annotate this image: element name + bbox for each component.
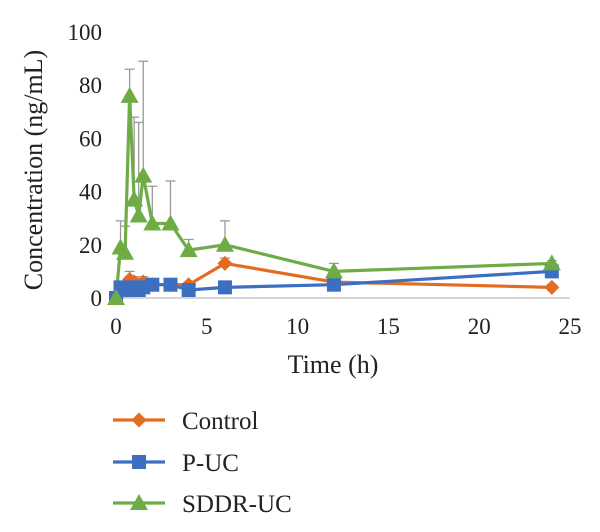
y-tick-label: 0 [91,286,103,311]
y-tick-labels: 0 20 40 60 80 100 [68,20,103,311]
sddr-uc-point [542,254,561,271]
sddr-uc-point [107,289,125,305]
legend-label: Control [182,408,258,435]
sddr-uc-point [125,190,144,207]
p-uc-point [181,283,196,298]
x-tick-labels: 0 5 10 15 20 25 [110,314,581,339]
legend-label: P-UC [182,450,239,477]
x-tick-label: 5 [201,314,213,339]
x-tick-label: 20 [468,314,491,339]
legend-label: SDDR-UC [182,491,292,518]
y-tick-label: 40 [79,180,102,205]
series-markers [107,86,561,306]
legend-item-p-uc: P-UC [113,450,239,477]
legend-marker [131,412,147,428]
legend-item-sddr-uc: SDDR-UC [113,491,292,518]
legend-marker [130,494,148,510]
y-tick-label: 100 [68,20,103,45]
sddr-uc-point [143,214,162,231]
sddr-uc-point [116,243,135,260]
error-bars [115,60,557,293]
p-uc-point [326,277,341,292]
sddr-uc-point [161,214,180,231]
x-tick-label: 10 [286,314,309,339]
sddr-uc-point [324,262,343,279]
p-uc-point [217,280,232,295]
y-tick-label: 80 [79,73,102,98]
y-tick-label: 20 [79,233,102,258]
p-uc-point [163,277,178,292]
sddr-uc-point [120,86,139,103]
legend: Control P-UC SDDR-UC [113,408,292,518]
y-tick-label: 60 [79,126,102,151]
x-tick-label: 15 [377,314,400,339]
sddr-uc-point [129,206,148,223]
control-point [217,255,233,271]
p-uc-point [145,277,160,292]
y-axis-title: Concentration (ng/mL) [19,50,48,290]
control-point [544,279,560,295]
legend-item-control: Control [113,408,258,435]
sddr-uc-point [215,235,234,252]
x-tick-label: 0 [110,314,122,339]
x-axis-title: Time (h) [288,350,379,379]
legend-marker [132,455,146,469]
sddr-uc-point [179,241,198,258]
x-tick-label: 25 [559,314,582,339]
sddr-uc-point [134,166,153,183]
